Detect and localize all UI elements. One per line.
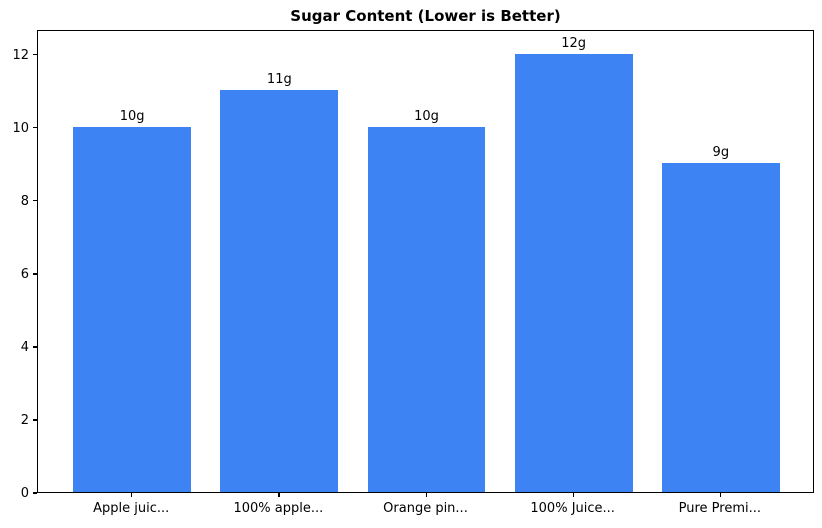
y-tick-label-1: 2 xyxy=(20,412,29,428)
y-tick-label-2: 4 xyxy=(20,339,29,355)
y-tick-label-4: 8 xyxy=(20,193,29,209)
x-tick-label-4: Pure Premi... xyxy=(678,501,761,516)
y-tick-mark-2 xyxy=(33,346,37,348)
y-tick-label-3: 6 xyxy=(20,266,29,282)
chart-title: Sugar Content (Lower is Better) xyxy=(290,7,561,25)
y-tick-mark-4 xyxy=(33,200,37,202)
y-tick-label-0: 0 xyxy=(20,486,29,501)
x-tick-mark-1 xyxy=(278,493,280,497)
x-tick-label-1: 100% apple... xyxy=(233,501,324,516)
x-tick-label-0: Apple juic... xyxy=(93,501,170,516)
bar-2 xyxy=(367,126,486,492)
plot-area: 10g 11g 10g 12g 9g xyxy=(37,30,814,493)
y-tick-mark-6 xyxy=(33,54,37,56)
x-tick-mark-2 xyxy=(425,493,427,497)
y-tick-label-6: 12 xyxy=(12,47,29,63)
y-tick-mark-5 xyxy=(33,127,37,129)
y-tick-mark-3 xyxy=(33,273,37,275)
y-tick-label-5: 10 xyxy=(12,120,29,136)
bar-0 xyxy=(73,126,192,492)
bar-1 xyxy=(220,90,339,492)
x-tick-mark-0 xyxy=(131,493,133,497)
bar-value-label-3: 12g xyxy=(561,35,587,51)
bar-3 xyxy=(514,53,633,492)
y-tick-mark-1 xyxy=(33,419,37,421)
bar-value-label-0: 10g xyxy=(119,108,145,124)
x-tick-mark-3 xyxy=(572,493,574,497)
x-tick-label-2: Orange pin... xyxy=(383,501,468,516)
bar-value-label-2: 10g xyxy=(414,108,439,124)
x-tick-label-3: 100% Juice... xyxy=(530,501,615,516)
x-tick-mark-4 xyxy=(719,493,721,497)
y-tick-mark-0 xyxy=(33,492,37,494)
bar-value-label-4: 9g xyxy=(712,145,730,161)
bar-value-label-1: 11g xyxy=(266,72,292,88)
bar-4 xyxy=(661,163,780,492)
